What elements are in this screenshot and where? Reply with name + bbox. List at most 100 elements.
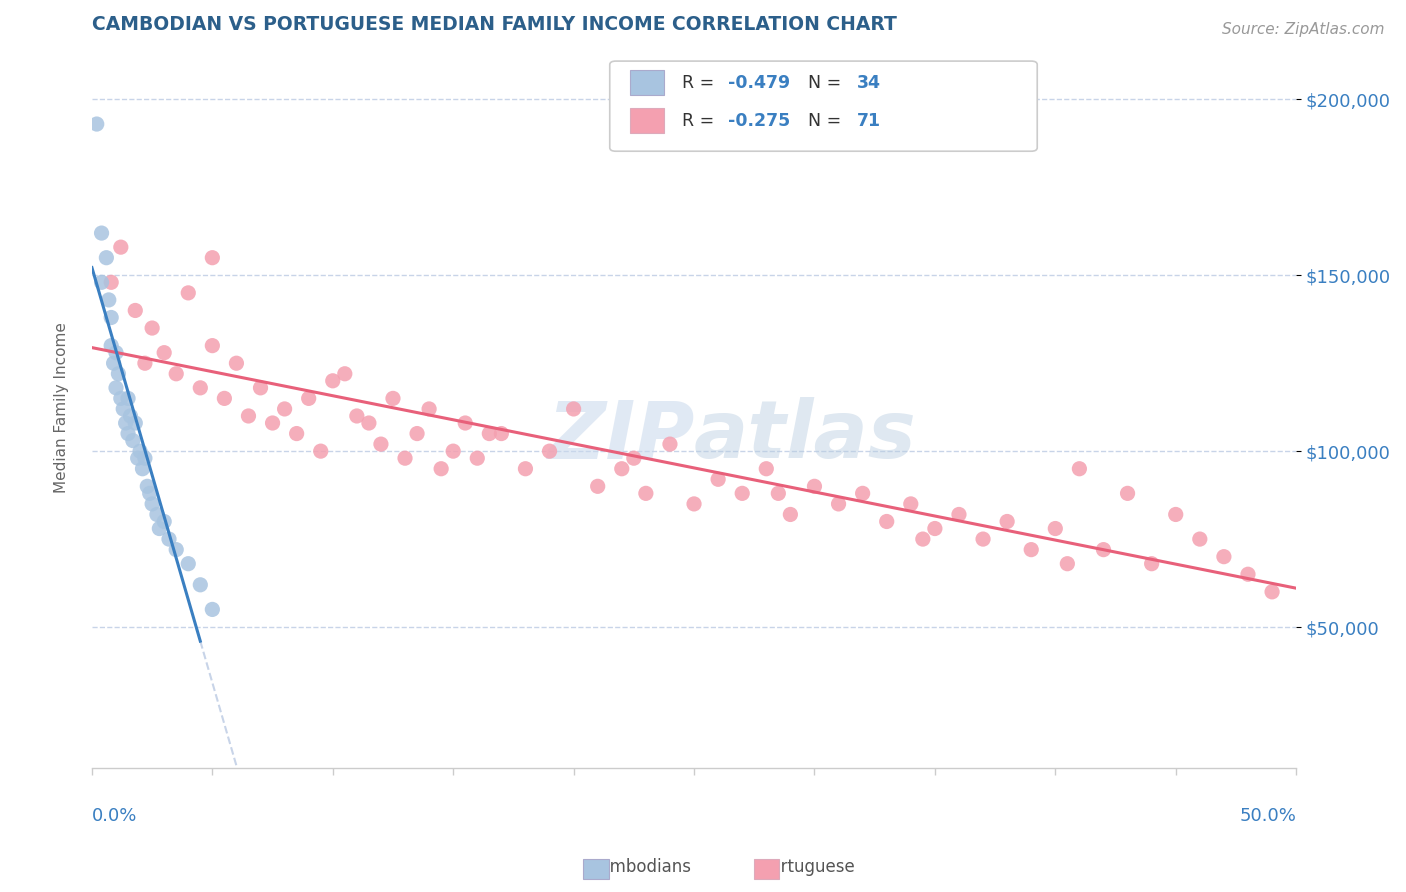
- Point: [273, 401, 295, 416]
- Point: [262, 416, 284, 430]
- Point: [121, 434, 143, 448]
- Point: [995, 515, 1018, 529]
- Text: Source: ZipAtlas.com: Source: ZipAtlas.com: [1222, 22, 1385, 37]
- Point: [100, 338, 122, 352]
- Point: [96, 251, 118, 265]
- Text: ZIP: ZIP: [547, 397, 695, 475]
- Point: [141, 497, 163, 511]
- Point: [201, 251, 224, 265]
- Point: [117, 426, 139, 441]
- Point: [105, 345, 128, 359]
- Point: [225, 356, 247, 370]
- Text: -0.479: -0.479: [728, 74, 790, 92]
- Point: [146, 508, 169, 522]
- Point: [131, 461, 153, 475]
- Point: [610, 461, 633, 475]
- Point: [177, 557, 200, 571]
- Point: [100, 310, 122, 325]
- Point: [852, 486, 875, 500]
- Point: [465, 451, 488, 466]
- Text: Median Family Income: Median Family Income: [55, 322, 69, 492]
- Point: [238, 409, 260, 423]
- Text: R =: R =: [682, 74, 720, 92]
- Point: [731, 486, 754, 500]
- Point: [441, 444, 464, 458]
- Point: [538, 444, 561, 458]
- Point: [634, 486, 657, 500]
- Point: [120, 409, 142, 423]
- Point: [201, 602, 224, 616]
- Bar: [630, 70, 664, 95]
- Point: [515, 461, 537, 475]
- Point: [491, 426, 513, 441]
- Point: [165, 542, 187, 557]
- Point: [346, 409, 368, 423]
- Point: [1188, 532, 1211, 546]
- Point: [827, 497, 849, 511]
- Point: [1045, 522, 1067, 536]
- Point: [768, 486, 790, 500]
- Point: [103, 356, 125, 370]
- Point: [357, 416, 380, 430]
- Text: 0.0%: 0.0%: [91, 807, 138, 825]
- Point: [188, 381, 211, 395]
- Point: [105, 381, 128, 395]
- Point: [911, 532, 934, 546]
- Text: Cambodians: Cambodians: [588, 858, 692, 876]
- Point: [157, 532, 180, 546]
- Point: [803, 479, 825, 493]
- Point: [370, 437, 392, 451]
- Point: [134, 356, 156, 370]
- Point: [1116, 486, 1139, 500]
- Point: [1140, 557, 1163, 571]
- Point: [430, 461, 453, 475]
- Text: N =: N =: [808, 74, 848, 92]
- Text: 50.0%: 50.0%: [1239, 807, 1296, 825]
- Point: [924, 522, 946, 536]
- Point: [141, 321, 163, 335]
- Text: CAMBODIAN VS PORTUGUESE MEDIAN FAMILY INCOME CORRELATION CHART: CAMBODIAN VS PORTUGUESE MEDIAN FAMILY IN…: [91, 15, 897, 34]
- Point: [134, 451, 156, 466]
- Point: [779, 508, 801, 522]
- Point: [1019, 542, 1042, 557]
- Point: [1164, 508, 1187, 522]
- Point: [165, 367, 187, 381]
- Point: [114, 416, 136, 430]
- Point: [1069, 461, 1091, 475]
- Text: N =: N =: [808, 112, 848, 130]
- Point: [623, 451, 645, 466]
- Point: [117, 392, 139, 406]
- Point: [948, 508, 970, 522]
- Text: -0.275: -0.275: [728, 112, 790, 130]
- Point: [110, 240, 132, 254]
- Point: [138, 486, 160, 500]
- Point: [755, 461, 778, 475]
- Point: [454, 416, 477, 430]
- Point: [148, 522, 170, 536]
- Point: [876, 515, 898, 529]
- Point: [97, 293, 120, 307]
- Point: [586, 479, 609, 493]
- Point: [1261, 584, 1284, 599]
- Point: [972, 532, 994, 546]
- Point: [900, 497, 922, 511]
- Point: [110, 392, 132, 406]
- Point: [1092, 542, 1115, 557]
- Point: [249, 381, 271, 395]
- Point: [1237, 567, 1260, 582]
- Point: [406, 426, 429, 441]
- Point: [683, 497, 706, 511]
- Point: [658, 437, 681, 451]
- Point: [129, 444, 152, 458]
- Point: [309, 444, 332, 458]
- Point: [298, 392, 321, 406]
- Point: [285, 426, 308, 441]
- Point: [562, 401, 585, 416]
- Text: 34: 34: [856, 74, 880, 92]
- Point: [418, 401, 440, 416]
- Point: [382, 392, 405, 406]
- Point: [100, 276, 122, 290]
- Text: R =: R =: [682, 112, 720, 130]
- Point: [707, 472, 730, 486]
- Point: [127, 451, 149, 466]
